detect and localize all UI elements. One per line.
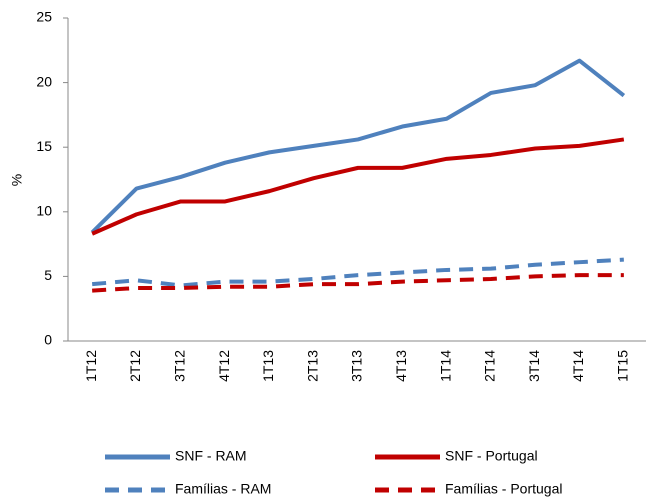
x-tick-label: 1T14 [437,350,453,382]
x-tick-label: 3T13 [349,350,365,382]
y-tick-label: 0 [44,332,52,348]
line-series [90,58,626,234]
x-tick-label: 2T12 [127,350,143,382]
y-tick-label: 25 [36,9,52,25]
legend-label: Famílias - RAM [175,481,271,497]
x-tick-label: 2T13 [304,350,320,382]
x-tick-label: 3T12 [171,350,187,382]
legend-label: SNF - RAM [175,448,247,464]
y-tick-label: 15 [36,138,52,154]
y-axis-label: % [9,174,25,186]
y-tick-label: 10 [36,203,52,219]
x-tick-label: 4T13 [393,350,409,382]
y-tick-label: 5 [44,267,52,283]
x-tick-label: 3T14 [526,350,542,382]
x-tick-label: 2T14 [482,350,498,382]
y-tick-label: 20 [36,73,52,89]
x-tick-label: 4T12 [216,350,232,382]
legend-label: Famílias - Portugal [445,481,562,497]
x-tick-label: 1T13 [260,350,276,382]
line-series [92,273,624,293]
x-tick-label: 4T14 [570,350,586,382]
x-tick-label: 1T15 [615,350,631,382]
line-series [91,137,625,236]
legend-label: SNF - Portugal [445,448,538,464]
line-series [91,257,624,288]
x-tick-label: 1T12 [83,350,99,382]
